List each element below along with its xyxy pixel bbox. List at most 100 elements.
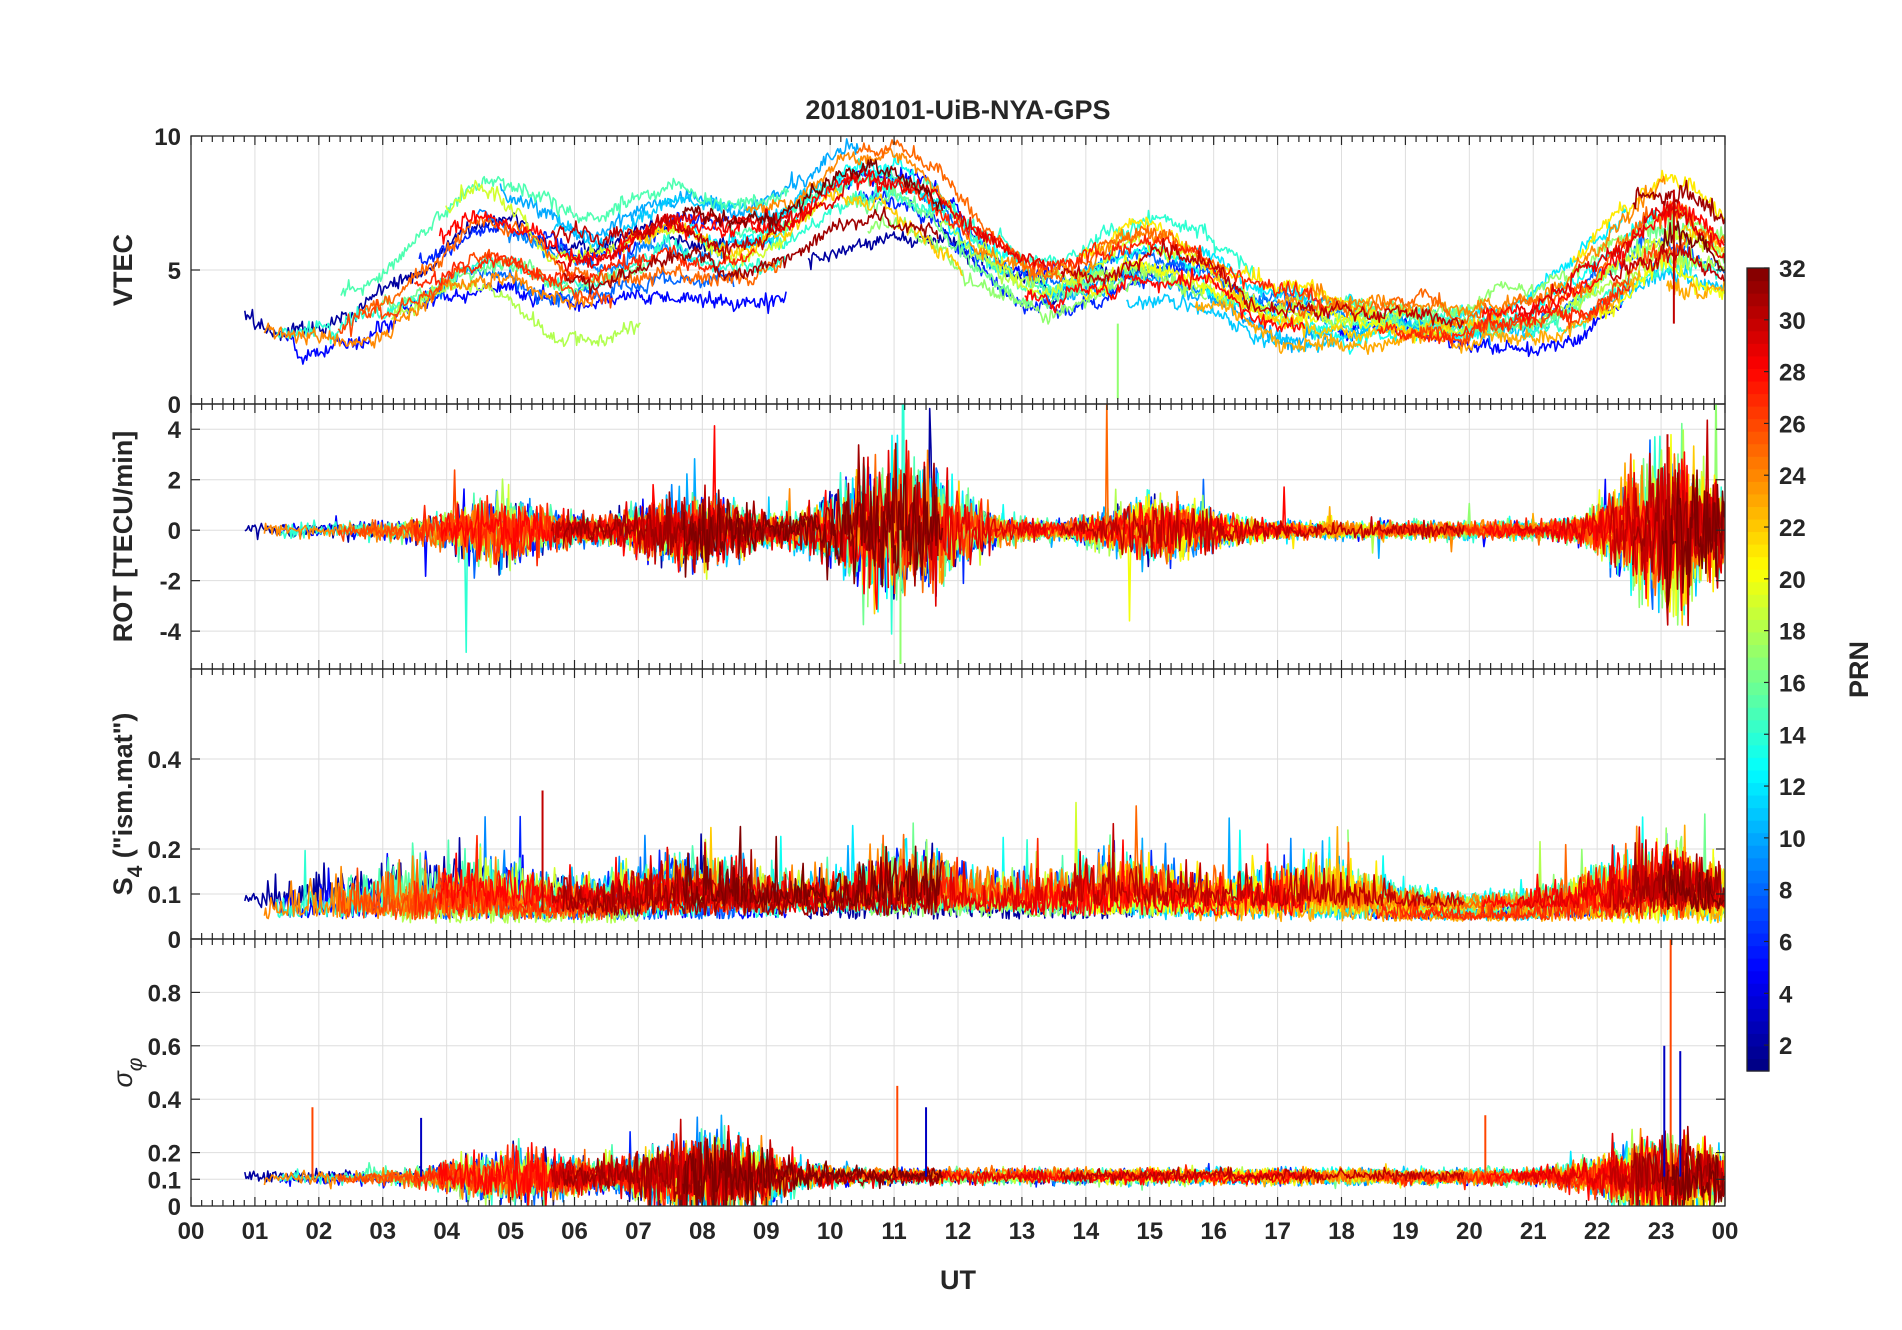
colorbar-tick-label: 12 <box>1779 774 1806 801</box>
x-tick-label: 02 <box>305 1218 332 1245</box>
colorbar-segment <box>1747 544 1769 558</box>
colorbar-tick-label: 16 <box>1779 670 1806 697</box>
colorbar-segment <box>1747 406 1769 420</box>
colorbar-segment <box>1747 355 1769 369</box>
x-tick-label: 09 <box>753 1218 780 1245</box>
panel-rot-y-label: ROT [TECU/min] <box>108 431 138 642</box>
colorbar-segment <box>1747 970 1769 984</box>
y-tick-label: 0 <box>168 518 181 545</box>
y-tick-label: 10 <box>154 124 181 151</box>
x-tick-label: 10 <box>817 1218 844 1245</box>
colorbar-segment <box>1747 431 1769 445</box>
y-tick-label: 0.2 <box>148 1141 181 1168</box>
y-tick-label: 0.6 <box>148 1034 181 1061</box>
colorbar-tick-label: 22 <box>1779 515 1806 542</box>
x-tick-label: 03 <box>369 1218 396 1245</box>
series-line-prn-31 <box>563 206 939 295</box>
x-tick-label: 14 <box>1072 1218 1099 1245</box>
x-tick-label: 13 <box>1009 1218 1036 1245</box>
series-line-prn-27 <box>893 1164 1325 1187</box>
colorbar-segment <box>1747 707 1769 721</box>
panel-s4-y-axis: 0 0.1 0.2 0.4 <box>148 747 1725 954</box>
colorbar-frame <box>1746 267 1770 1072</box>
colorbar-segment <box>1747 983 1769 997</box>
colorbar-tick-label: 32 <box>1779 256 1806 283</box>
colorbar-segment <box>1747 870 1769 884</box>
colorbar-segment <box>1747 318 1769 332</box>
series-line-prn-30 <box>550 213 789 262</box>
colorbar-segment <box>1747 606 1769 620</box>
colorbar-segment <box>1747 1008 1769 1022</box>
series-line-prn-12 <box>1194 205 1628 325</box>
panel-vtec-series <box>244 138 1725 399</box>
colorbar-segment <box>1747 1058 1769 1072</box>
panel-sigma_phi-x-ticks <box>190 939 1726 1206</box>
colorbar-label: PRN <box>1844 641 1874 698</box>
x-tick-label: 07 <box>625 1218 652 1245</box>
colorbar-segment <box>1747 305 1769 319</box>
colorbar-segment <box>1747 443 1769 457</box>
x-tick-label: 19 <box>1392 1218 1419 1245</box>
x-tick-label: 11 <box>881 1218 906 1245</box>
colorbar-tick-label: 4 <box>1779 981 1793 1008</box>
panel-sigma_phi-y-axis: 00.10.2 0.4 0.6 0.8 <box>148 980 1725 1221</box>
colorbar-segment <box>1747 631 1769 646</box>
colorbar-segment <box>1747 1045 1769 1060</box>
colorbar-segment <box>1747 945 1769 959</box>
x-tick-label: 22 <box>1584 1218 1611 1245</box>
series-line-prn-30 <box>1060 822 1465 907</box>
x-axis-label: UT <box>940 1265 976 1295</box>
colorbar-segment <box>1747 493 1769 507</box>
colorbar-segment <box>1747 531 1769 545</box>
y-tick-label: 0.8 <box>148 980 181 1007</box>
y-tick-label: 0 <box>168 1194 181 1221</box>
x-tick-label: 15 <box>1136 1218 1163 1245</box>
colorbar-segment <box>1747 920 1769 934</box>
colorbar-segment <box>1747 769 1769 784</box>
colorbar-segment <box>1747 907 1769 922</box>
panel-sigma_phi-series <box>244 939 1725 1206</box>
series-line-prn-18 <box>390 279 641 348</box>
x-tick-label: 06 <box>561 1218 588 1245</box>
y-tick-label: -4 <box>160 619 182 646</box>
x-tick-label: 01 <box>242 1218 269 1245</box>
colorbar-tick-label: 6 <box>1779 929 1792 956</box>
panel-s4: 0 0.1 0.2 0.4S4 ("ism.mat") <box>108 668 1726 954</box>
colorbar-segment <box>1747 1020 1769 1034</box>
panel-rot-x-ticks <box>190 404 1726 669</box>
y-tick-label: 0.1 <box>148 882 181 909</box>
x-tick-label: 18 <box>1328 1218 1355 1245</box>
series-line-prn-17 <box>867 213 1208 325</box>
series-line-prn-29 <box>1517 1129 1725 1206</box>
panel-s4-y-label: S4 ("ism.mat") <box>108 713 147 896</box>
colorbar-segment <box>1747 794 1769 809</box>
series-line-prn-28 <box>1481 198 1725 324</box>
colorbar-segment <box>1747 694 1769 708</box>
colorbar-segment <box>1747 418 1769 432</box>
series-line-prn-26 <box>337 248 614 338</box>
colorbar-tick-label: 10 <box>1779 826 1806 853</box>
series-line-prn-32 <box>682 1136 943 1206</box>
colorbar-tick-label: 14 <box>1779 722 1806 749</box>
series-line-prn-15 <box>340 175 790 297</box>
colorbar-segment <box>1747 832 1769 846</box>
series-line-prn-24 <box>263 270 594 349</box>
panel-rot: -4 -2 0 2 4 ROT [TECU/min] <box>108 403 1726 670</box>
x-tick-label: 16 <box>1200 1218 1227 1245</box>
chart-title: 20180101-UiB-NYA-GPS <box>805 95 1110 125</box>
colorbar-segment <box>1747 820 1769 834</box>
x-axis: 00 01 02 03 04 05 06 07 08 09 10 11 12 13 14 15 16 17 18 19… <box>178 1218 1739 1245</box>
y-tick-label: 0 <box>168 927 181 954</box>
series-line-prn-32 <box>1661 1143 1725 1206</box>
colorbar-segment <box>1747 995 1769 1009</box>
x-tick-label: 08 <box>689 1218 716 1245</box>
panel-vtec-y-label: VTEC <box>108 234 138 306</box>
x-tick-label: 23 <box>1648 1218 1675 1245</box>
y-tick-label: 0 <box>168 392 181 419</box>
colorbar-segment <box>1747 380 1769 395</box>
series-line-prn-32 <box>1661 853 1725 913</box>
series-line-prn-23 <box>1666 278 1725 301</box>
